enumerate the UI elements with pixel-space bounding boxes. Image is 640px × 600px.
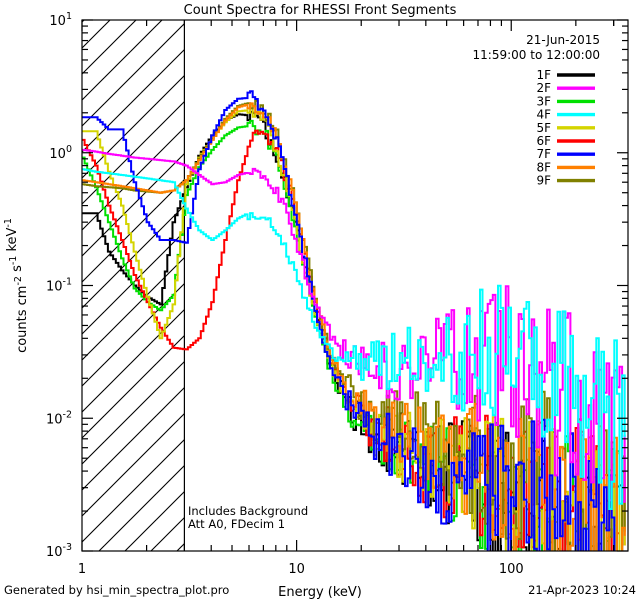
spectra-curves bbox=[82, 90, 626, 551]
x-axis-label: Energy (keV) bbox=[278, 585, 362, 600]
y-axis-label: counts cm-2 s-1 keV-1 bbox=[3, 218, 30, 353]
y-tick-label: 10-2 bbox=[46, 409, 72, 427]
spectrum-line-5f bbox=[82, 103, 626, 551]
footer: Generated by hsi_min_spectra_plot.pro 21-… bbox=[4, 583, 636, 597]
legend-item-9f[interactable]: 9F bbox=[536, 174, 595, 188]
legend-label: 2F bbox=[536, 81, 551, 95]
y-tick-label: 100 bbox=[49, 144, 72, 162]
x-tick-label: 1 bbox=[78, 562, 86, 577]
y-tick-label: 10-3 bbox=[46, 542, 72, 560]
footer-generator: Generated by hsi_min_spectra_plot.pro bbox=[4, 583, 229, 597]
spectrum-line-7f bbox=[82, 90, 626, 551]
x-tick-label: 100 bbox=[499, 562, 524, 577]
legend-item-2f[interactable]: 2F bbox=[536, 81, 595, 95]
legend-label: 8F bbox=[536, 160, 551, 174]
legend-item-6f[interactable]: 6F bbox=[536, 134, 595, 148]
y-tick-label: 10-1 bbox=[46, 277, 72, 295]
legend-item-5f[interactable]: 5F bbox=[536, 121, 595, 135]
legend-label: 9F bbox=[536, 174, 551, 188]
note-includes-background: Includes Background bbox=[188, 504, 308, 518]
y-tick-label: 101 bbox=[49, 11, 72, 29]
x-tick-label: 10 bbox=[288, 562, 305, 577]
legend-label: 4F bbox=[536, 108, 551, 122]
legend-item-1f[interactable]: 1F bbox=[536, 68, 595, 82]
page-title: Count Spectra for RHESSI Front Segments bbox=[184, 3, 457, 18]
legend-item-7f[interactable]: 7F bbox=[536, 147, 595, 161]
legend-item-3f[interactable]: 3F bbox=[536, 94, 595, 108]
note-attenuator: Att A0, FDecim 1 bbox=[188, 517, 285, 531]
annotation-time-range: 11:59:00 to 12:00:00 bbox=[473, 48, 600, 62]
legend-label: 5F bbox=[536, 121, 551, 135]
legend-label: 1F bbox=[536, 68, 551, 82]
annotation-date: 21-Jun-2015 bbox=[526, 33, 600, 47]
spectrum-line-4f bbox=[82, 168, 626, 510]
legend-label: 6F bbox=[536, 134, 551, 148]
spectrum-line-1f bbox=[82, 110, 626, 551]
legend-label: 7F bbox=[536, 147, 551, 161]
legend-item-4f[interactable]: 4F bbox=[536, 108, 595, 122]
footer-timestamp: 21-Apr-2023 10:24 bbox=[528, 583, 636, 597]
axes: 1 10 100 Energy (keV) 10-3 10-2 10-1 100 101 coun… bbox=[3, 11, 629, 600]
legend-label: 3F bbox=[536, 94, 551, 108]
legend-item-8f[interactable]: 8F bbox=[536, 160, 595, 174]
